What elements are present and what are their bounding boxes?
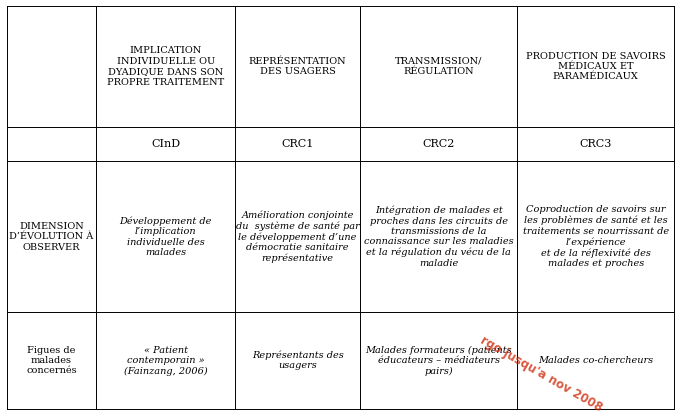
- Text: TRANSMISSION/
RÉGULATION: TRANSMISSION/ RÉGULATION: [395, 57, 482, 76]
- Text: Malades co-chercheurs: Malades co-chercheurs: [538, 356, 653, 365]
- Text: Amélioration conjointe
du  système de santé par
le développement d’une
démocrati: Amélioration conjointe du système de san…: [236, 210, 360, 263]
- Text: Malades formateurs (patients
éducateurs – médiateurs
pairs): Malades formateurs (patients éducateurs …: [365, 346, 512, 375]
- Text: rgo jusqu'a nov 2008: rgo jusqu'a nov 2008: [478, 333, 605, 413]
- Text: « Patient
contemporain »
(Fainzang, 2006): « Patient contemporain » (Fainzang, 2006…: [124, 346, 208, 375]
- Text: DIMENSION
D’ÉVOLUTION À
OBSERVER: DIMENSION D’ÉVOLUTION À OBSERVER: [10, 222, 93, 252]
- Text: IMPLICATION
INDIVIDUELLE OU
DYADIQUE DANS SON
PROPRE TRAITEMENT: IMPLICATION INDIVIDUELLE OU DYADIQUE DAN…: [107, 47, 224, 87]
- Text: CRC1: CRC1: [281, 139, 314, 149]
- Text: Représentants des
usagers: Représentants des usagers: [252, 351, 343, 370]
- Text: Figues de
malades
concernés: Figues de malades concernés: [26, 346, 77, 375]
- Text: Intégration de malades et
proches dans les circuits de
transmissions de la
conna: Intégration de malades et proches dans l…: [364, 206, 513, 268]
- Text: CRC2: CRC2: [422, 139, 455, 149]
- Text: Coproduction de savoirs sur
les problèmes de santé et les
traitements se nourris: Coproduction de savoirs sur les problème…: [522, 205, 669, 268]
- Text: CInD: CInD: [151, 139, 180, 149]
- Text: Développement de
l’implication
individuelle des
malades: Développement de l’implication individue…: [119, 216, 212, 257]
- Text: CRC3: CRC3: [580, 139, 612, 149]
- Text: REPRÉSENTATION
DES USAGERS: REPRÉSENTATION DES USAGERS: [249, 57, 347, 76]
- Text: PRODUCTION DE SAVOIRS
MÉDICAUX ET
PARAMÉDICAUX: PRODUCTION DE SAVOIRS MÉDICAUX ET PARAMÉ…: [526, 52, 665, 81]
